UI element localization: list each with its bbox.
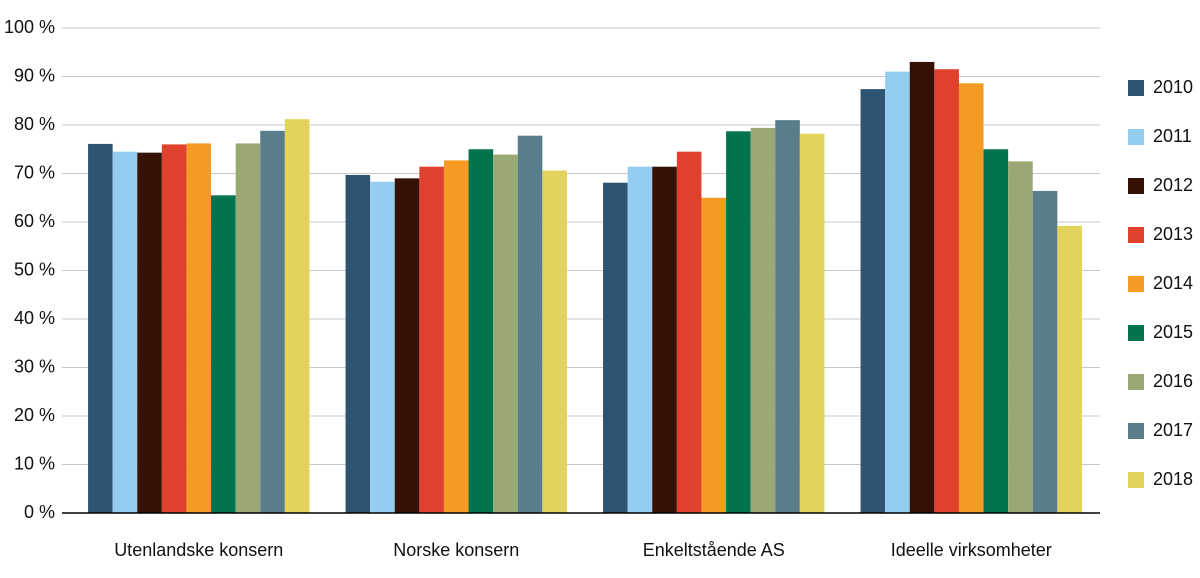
y-tick-label: 30 % bbox=[14, 356, 55, 376]
y-tick-label: 60 % bbox=[14, 211, 55, 231]
x-tick-label: Utenlandske konsern bbox=[114, 540, 283, 560]
bar bbox=[468, 149, 494, 513]
bar bbox=[260, 130, 285, 513]
bar bbox=[235, 143, 261, 513]
bar bbox=[603, 182, 628, 513]
legend-swatch bbox=[1128, 374, 1144, 390]
legend-swatch bbox=[1128, 227, 1144, 243]
legend-swatch bbox=[1128, 276, 1144, 292]
y-tick-label: 0 % bbox=[24, 502, 55, 522]
x-tick-label: Ideelle virksomheter bbox=[891, 540, 1052, 560]
y-tick-label: 70 % bbox=[14, 162, 55, 182]
bar bbox=[701, 197, 727, 513]
bar bbox=[885, 71, 910, 514]
legend-label: 2017 bbox=[1153, 420, 1193, 440]
bar bbox=[1057, 225, 1082, 513]
bar bbox=[394, 178, 420, 513]
y-tick-label: 10 % bbox=[14, 453, 55, 473]
bar bbox=[419, 166, 444, 513]
legend-swatch bbox=[1128, 325, 1144, 341]
bar bbox=[370, 181, 395, 513]
bar bbox=[211, 195, 236, 513]
legend-label: 2012 bbox=[1153, 175, 1193, 195]
bar bbox=[934, 69, 959, 513]
y-tick-label: 40 % bbox=[14, 308, 55, 328]
bar bbox=[958, 83, 984, 513]
bar bbox=[652, 166, 677, 513]
bar bbox=[88, 143, 113, 514]
y-tick-label: 90 % bbox=[14, 65, 55, 85]
bar bbox=[627, 166, 653, 513]
bar bbox=[1008, 161, 1033, 513]
bar bbox=[909, 61, 935, 513]
bar bbox=[493, 154, 518, 513]
bar bbox=[799, 133, 825, 514]
legend-label: 2010 bbox=[1153, 77, 1193, 97]
legend-swatch bbox=[1128, 178, 1144, 194]
y-tick-label: 100 % bbox=[4, 17, 55, 37]
bar bbox=[983, 149, 1009, 513]
bar bbox=[186, 143, 212, 513]
bar bbox=[726, 131, 751, 513]
bar bbox=[676, 151, 702, 514]
bar bbox=[860, 89, 886, 514]
bar bbox=[517, 135, 543, 514]
legend-swatch bbox=[1128, 80, 1144, 96]
bar bbox=[137, 152, 162, 513]
legend-label: 2015 bbox=[1153, 322, 1193, 342]
y-tick-label: 50 % bbox=[14, 259, 55, 279]
legend-label: 2014 bbox=[1153, 273, 1193, 293]
legend-swatch bbox=[1128, 472, 1144, 488]
legend-label: 2011 bbox=[1153, 126, 1192, 146]
x-tick-label: Norske konsern bbox=[393, 540, 519, 560]
legend-swatch bbox=[1128, 423, 1144, 439]
legend-label: 2013 bbox=[1153, 224, 1193, 244]
bar bbox=[284, 119, 310, 514]
x-tick-label: Enkeltstående AS bbox=[643, 540, 785, 560]
y-tick-label: 20 % bbox=[14, 405, 55, 425]
bar bbox=[443, 160, 469, 513]
y-tick-label: 80 % bbox=[14, 114, 55, 134]
legend-label: 2016 bbox=[1153, 371, 1193, 391]
bar bbox=[345, 174, 371, 513]
bar bbox=[750, 127, 776, 513]
bar bbox=[112, 151, 138, 514]
bar bbox=[542, 170, 567, 513]
bar bbox=[775, 120, 800, 514]
bar bbox=[161, 144, 187, 513]
legend-label: 2018 bbox=[1153, 469, 1193, 489]
bar bbox=[1032, 190, 1058, 513]
legend-swatch bbox=[1128, 129, 1144, 145]
